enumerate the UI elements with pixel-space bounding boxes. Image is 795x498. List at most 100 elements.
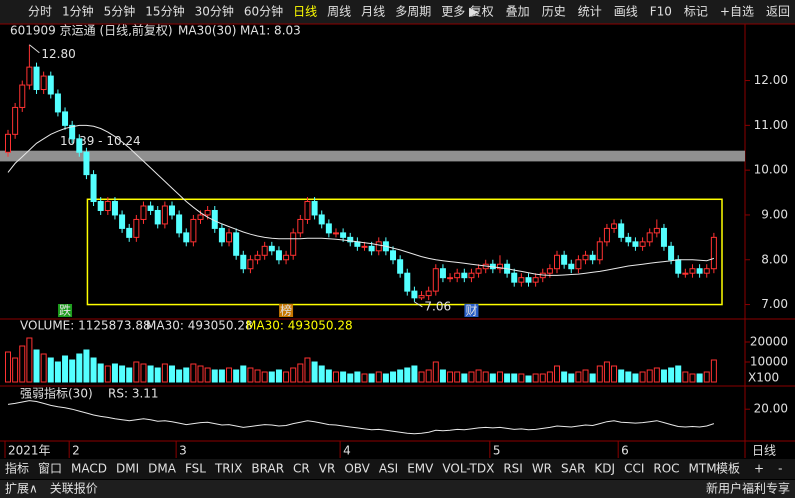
period-button[interactable]: 分时 <box>28 5 52 19</box>
candle-body <box>603 227 610 243</box>
volume-bar <box>668 367 675 383</box>
period-button[interactable]: 5分钟 <box>104 4 136 19</box>
candle-body <box>496 263 503 270</box>
indicator-tab[interactable]: 窗口 <box>38 462 62 476</box>
volume-bar <box>660 369 667 383</box>
indicator-tab[interactable]: DMA <box>148 462 177 476</box>
period-button[interactable]: 更多 ▶ <box>441 5 479 19</box>
volume-bar <box>496 371 503 383</box>
candle-body <box>261 245 268 256</box>
tool-button[interactable]: 标记 <box>684 5 708 19</box>
candle-body <box>390 250 397 261</box>
template-tab[interactable]: 模板 <box>716 462 740 476</box>
period-button[interactable]: 周线 <box>327 5 351 19</box>
ma-line <box>7 124 715 276</box>
indicator-tab[interactable]: WR <box>532 462 552 476</box>
rs-line <box>7 400 715 435</box>
period-button[interactable]: 60分钟 <box>244 4 283 19</box>
footer-link[interactable]: 关联报价 <box>50 481 98 496</box>
period-button[interactable]: 日线 <box>293 5 317 19</box>
candle-body <box>190 218 197 243</box>
period-button[interactable]: 多周期 <box>395 5 431 19</box>
volume-bar <box>454 371 461 383</box>
candle-body <box>254 254 261 261</box>
candle-body <box>575 259 582 270</box>
event-marker[interactable]: 财 <box>465 304 477 318</box>
candle-body <box>689 268 696 274</box>
volume-bar <box>133 361 140 383</box>
candle-body <box>26 66 33 86</box>
x-tick-label: 2 <box>72 444 80 458</box>
indicator-tab[interactable]: MTM <box>689 462 717 476</box>
event-marker-bg <box>279 304 294 317</box>
tool-button[interactable]: 叠加 <box>506 5 530 19</box>
y-tick-label: 10.00 <box>754 163 788 177</box>
indicator-tab[interactable]: CR <box>293 462 310 476</box>
tool-button[interactable]: +自选 <box>720 5 754 19</box>
event-marker[interactable]: 跌 <box>59 303 71 318</box>
volume-bar <box>104 365 111 383</box>
volume-bar <box>76 353 83 383</box>
period-button[interactable]: 15分钟 <box>145 4 184 19</box>
indicator-tab[interactable]: ASI <box>379 462 398 476</box>
indicator-tab[interactable]: ROC <box>653 462 679 476</box>
period-button[interactable]: 1分钟 <box>62 4 94 19</box>
candle-body <box>104 201 111 211</box>
volume-bar <box>625 371 632 383</box>
indicator-tab[interactable]: MACD <box>71 462 107 476</box>
candle-body <box>632 241 639 247</box>
volume-bar <box>254 369 261 383</box>
drawn-box <box>86 198 723 306</box>
indicator-tab[interactable]: VR <box>319 462 336 476</box>
indicator-tab[interactable]: BRAR <box>251 462 284 476</box>
volume-bar <box>561 371 568 383</box>
candle-body <box>368 245 375 252</box>
candle-body <box>675 259 682 274</box>
indicator-tab[interactable]: EMV <box>407 462 434 476</box>
indicator-tab[interactable]: CCI <box>624 462 644 476</box>
indicator-tab[interactable]: TRIX <box>214 462 242 476</box>
template-tab[interactable]: - <box>778 462 782 476</box>
x-tick-label: 5 <box>493 444 501 458</box>
candle-body <box>176 214 183 234</box>
candle-body <box>197 214 204 220</box>
promo-link[interactable]: 新用户福利专享 <box>706 481 790 496</box>
tool-button[interactable]: 历史 <box>542 5 566 19</box>
indicator-tab[interactable]: RSI <box>503 462 523 476</box>
ma-title: MA30(30) <box>178 24 236 38</box>
candle-body <box>311 201 318 216</box>
volume-bar <box>190 363 197 383</box>
template-tab[interactable]: + <box>754 462 764 476</box>
indicator-tab[interactable]: FSL <box>185 462 206 476</box>
indicator-tab[interactable]: KDJ <box>594 462 615 476</box>
tool-button[interactable]: F10 <box>650 5 672 19</box>
tool-button[interactable]: 统计 <box>578 5 602 19</box>
indicator-tab[interactable]: 指标 <box>5 461 29 476</box>
volume-bar <box>168 365 175 383</box>
candle-body <box>47 75 54 95</box>
volume-bar <box>83 349 90 383</box>
volume-bar <box>297 363 304 383</box>
event-marker[interactable]: 榜 <box>280 303 292 318</box>
candle-body <box>682 272 689 275</box>
tool-button[interactable]: 画线 <box>614 5 638 19</box>
period-button[interactable]: 月线 <box>361 5 385 19</box>
tool-button[interactable]: 返回 <box>766 5 790 19</box>
volume-bar <box>539 373 546 383</box>
volume-bar <box>390 371 397 383</box>
candle-body <box>404 272 411 292</box>
tool-button[interactable]: 复权 <box>470 5 494 19</box>
candle-body <box>468 272 475 279</box>
volume-tick-label: 10000 <box>750 355 788 369</box>
candle-body <box>325 223 332 234</box>
y-tick-label: 8.00 <box>761 252 788 266</box>
indicator-tab[interactable]: DMI <box>116 462 139 476</box>
indicator-tab[interactable]: SAR <box>561 462 585 476</box>
period-button[interactable]: 30分钟 <box>195 4 234 19</box>
footer-link[interactable]: 扩展∧ <box>5 482 38 496</box>
candle-body <box>304 201 311 220</box>
x-tick-label: 3 <box>179 444 187 458</box>
indicator-tab[interactable]: VOL-TDX <box>442 462 494 476</box>
indicator-tab[interactable]: OBV <box>344 462 370 476</box>
